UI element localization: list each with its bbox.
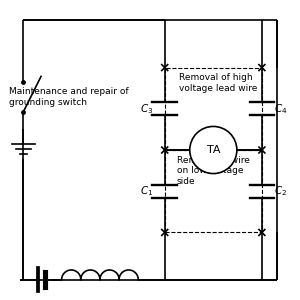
Text: $C_4$: $C_4$ xyxy=(274,102,287,116)
Circle shape xyxy=(190,126,237,174)
Text: $C_3$: $C_3$ xyxy=(140,102,153,116)
Text: TA: TA xyxy=(207,145,220,155)
Text: $C_1$: $C_1$ xyxy=(140,184,153,198)
Text: $C_2$: $C_2$ xyxy=(274,184,287,198)
Text: Maintenance and repair of
grounding switch: Maintenance and repair of grounding swit… xyxy=(9,87,128,107)
Text: Removal of wire
on low voltage
side: Removal of wire on low voltage side xyxy=(176,156,249,186)
Text: Removal of high
voltage lead wire: Removal of high voltage lead wire xyxy=(179,74,258,93)
